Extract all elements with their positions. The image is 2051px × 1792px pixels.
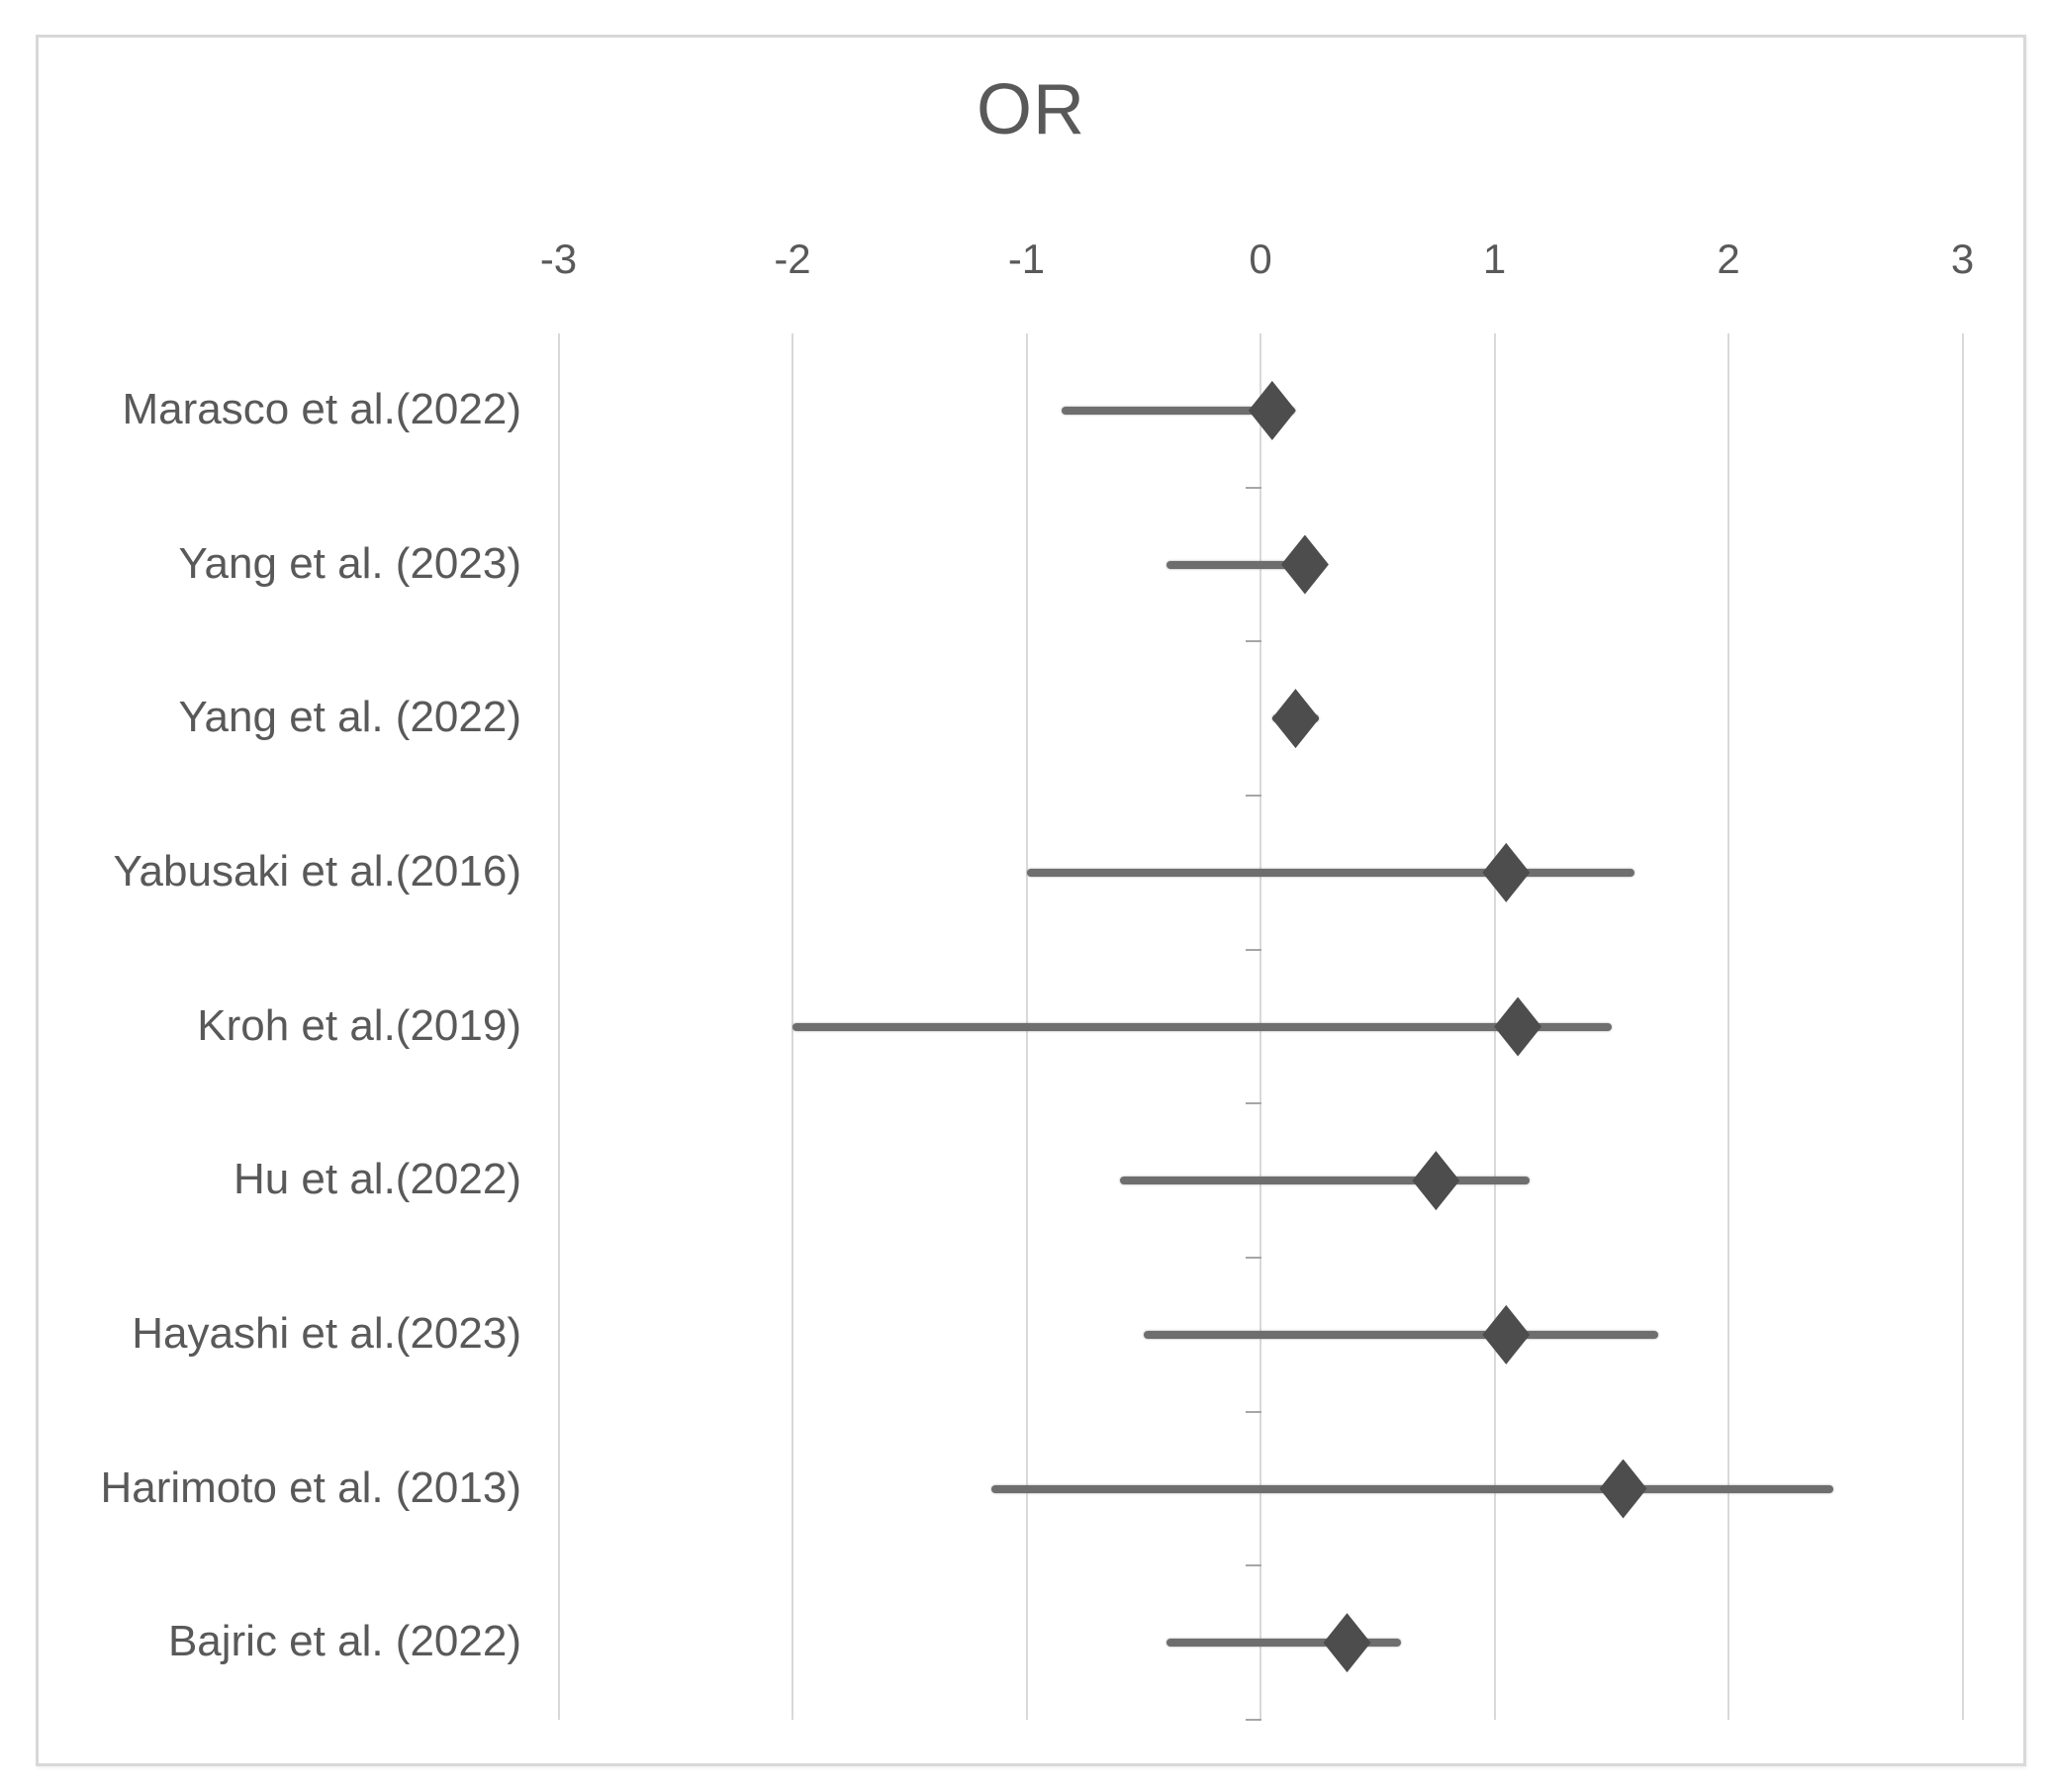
category-axis-tick — [1246, 486, 1261, 489]
confidence-interval-line — [1166, 1639, 1401, 1648]
category-axis-tick — [1246, 948, 1261, 951]
x-tick-label: 3 — [1950, 236, 1975, 282]
confidence-interval-line — [1143, 1330, 1659, 1339]
x-tick-label: -2 — [774, 236, 811, 282]
category-axis-tick — [1246, 640, 1261, 643]
confidence-interval-line — [792, 1022, 1612, 1031]
confidence-interval-line — [1061, 406, 1296, 415]
chart-frame — [36, 35, 2026, 1766]
study-label: Yang et al. (2022) — [178, 693, 521, 742]
study-label: Yabusaki et al.(2016) — [113, 846, 521, 896]
study-label: Hu et al.(2022) — [233, 1155, 521, 1204]
study-label: Yang et al. (2023) — [178, 538, 521, 588]
x-gridline — [1727, 333, 1729, 1720]
category-axis-tick — [1246, 795, 1261, 797]
study-label: Harimoto et al. (2013) — [100, 1462, 521, 1512]
category-axis-tick — [1246, 1564, 1261, 1567]
x-tick-label: -1 — [1007, 236, 1046, 282]
category-axis-tick — [1246, 1719, 1261, 1721]
study-label: Kroh et al.(2019) — [197, 1000, 521, 1050]
category-axis-tick — [1246, 1410, 1261, 1413]
confidence-interval-line — [1120, 1177, 1530, 1185]
x-tick-label: 0 — [1249, 236, 1272, 282]
category-axis-tick — [1246, 1257, 1261, 1259]
chart-title: OR — [977, 70, 1085, 149]
category-axis-tick — [1246, 1102, 1261, 1105]
x-tick-label: 2 — [1717, 236, 1740, 282]
x-tick-label: -3 — [539, 236, 578, 282]
confidence-interval-line — [991, 1484, 1834, 1493]
confidence-interval-line — [1026, 868, 1635, 877]
x-gridline — [557, 333, 560, 1720]
x-tick-label: 1 — [1482, 236, 1507, 282]
x-gridline — [1961, 333, 1964, 1720]
confidence-interval-line — [1166, 560, 1327, 569]
study-label: Marasco et al.(2022) — [122, 384, 521, 433]
study-label: Bajric et al. (2022) — [167, 1617, 521, 1666]
study-label: Hayashi et al.(2023) — [132, 1308, 521, 1358]
